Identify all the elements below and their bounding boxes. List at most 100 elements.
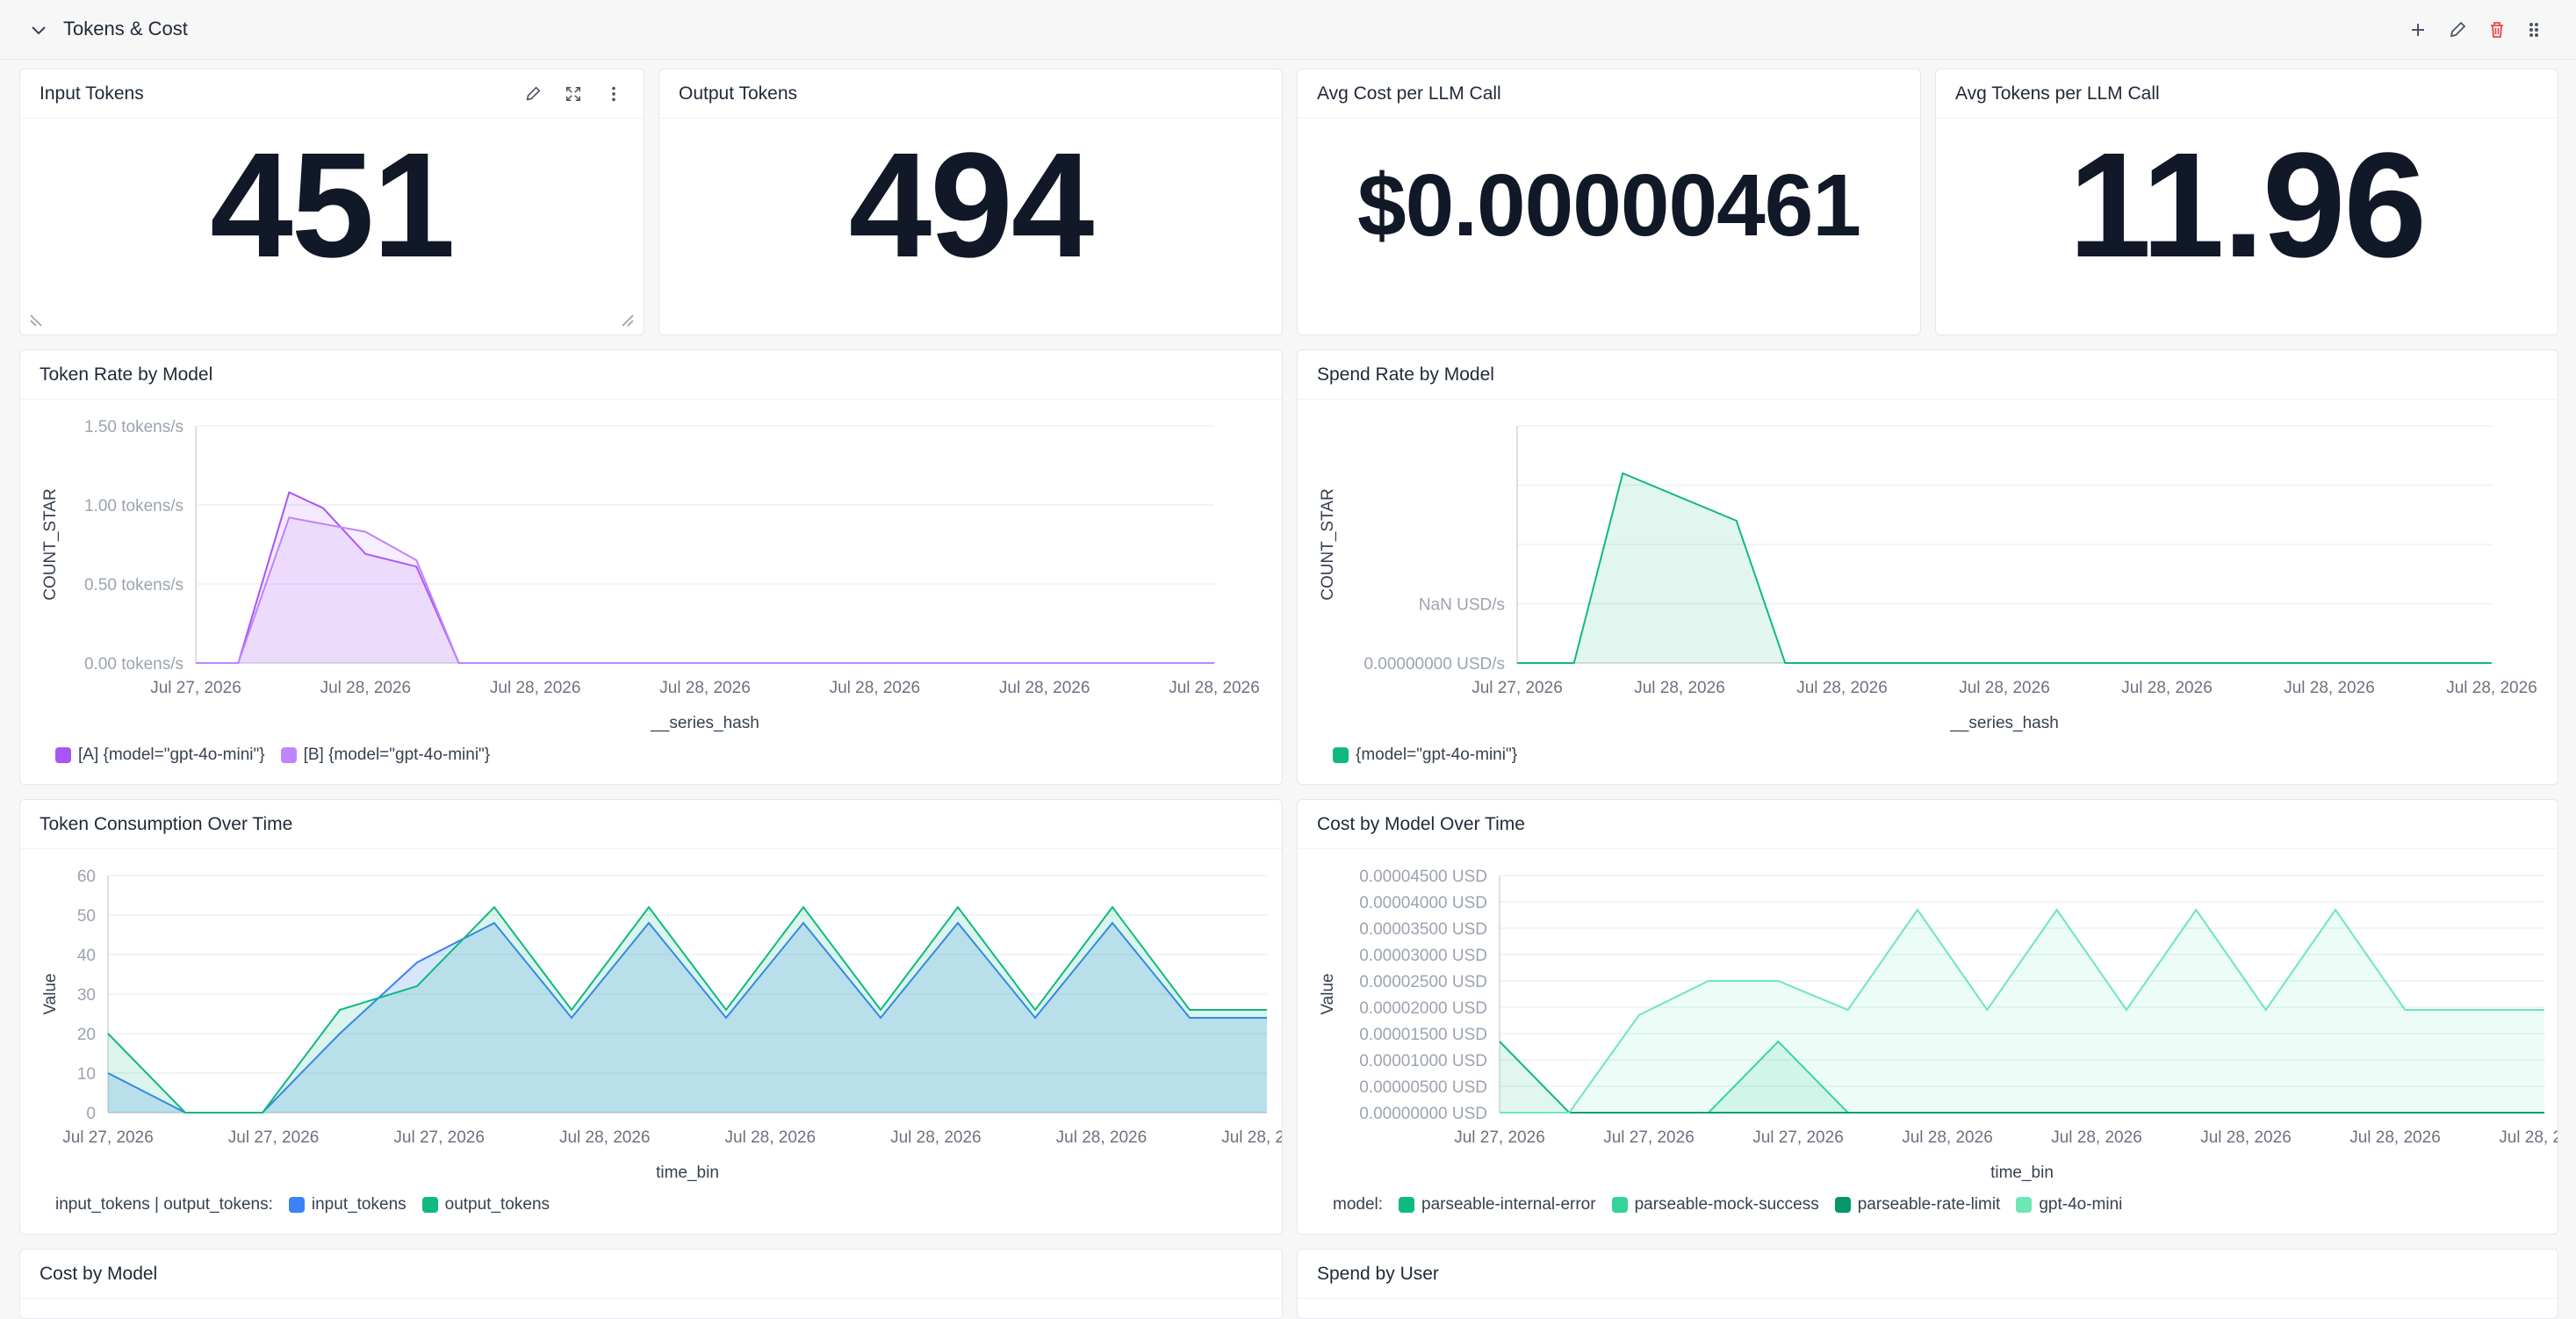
x-tick-label: Jul 28, 2026	[1056, 1128, 1148, 1147]
cost-by-model-chart: 0.00000000 USD 0.00000500 USD 0.00001000 U…	[1319, 868, 2558, 1182]
chart-card-cost-by-model[interactable]: Cost by Model	[19, 1249, 1283, 1319]
trash-icon[interactable]	[2485, 18, 2509, 42]
x-tick-label: Jul 28, 2026	[2121, 679, 2213, 697]
legend-item[interactable]: parseable-mock-success	[1611, 1195, 1819, 1214]
chart-card-token-consumption[interactable]: Token Consumption Over Time 0 10 20 30 40 50 6…	[19, 799, 1283, 1235]
chart-legend: input_tokens | output_tokens: input_token…	[55, 1195, 550, 1214]
y-axis-label: Value	[1319, 973, 1337, 1014]
y-tick-label: 0.00003500 USD	[1359, 920, 1487, 939]
y-tick-label: 0.50 tokens/s	[84, 576, 183, 595]
resize-handle-right-icon[interactable]	[617, 310, 635, 328]
series-line	[107, 921, 1267, 1114]
x-tick-label: Jul 28, 2026	[2499, 1128, 2558, 1147]
card-title: Output Tokens	[679, 83, 798, 104]
card-title: Token Rate by Model	[40, 364, 213, 385]
x-axis-label: __series_hash	[650, 714, 759, 732]
card-header: Spend Rate by Model	[1298, 350, 2558, 400]
x-tick-label: Jul 28, 2026	[1796, 679, 1888, 697]
y-tick-label: 0.00001000 USD	[1359, 1052, 1487, 1070]
legend-item[interactable]: input_tokens	[288, 1195, 407, 1214]
card-title: Token Consumption Over Time	[40, 814, 293, 834]
legend-swatch	[2016, 1197, 2033, 1213]
series-area	[108, 907, 1267, 1113]
legend-item[interactable]: [A] {model="gpt-4o-mini"}	[55, 746, 265, 765]
chart-legend: {model="gpt-4o-mini"}	[1333, 746, 1517, 765]
x-tick-label: Jul 27, 2026	[150, 679, 241, 697]
legend-swatch	[55, 747, 71, 763]
legend-item[interactable]: {model="gpt-4o-mini"}	[1333, 746, 1517, 765]
plus-icon[interactable]	[2406, 18, 2430, 42]
y-tick-label: 1.00 tokens/s	[84, 497, 183, 515]
chart-card-spend-rate[interactable]: Spend Rate by Model 0.00000000 USD/s NaN …	[1297, 350, 2558, 785]
series-area	[196, 517, 1214, 663]
chart-card-spend-by-user[interactable]: Spend by User	[1297, 1249, 2558, 1319]
stat-card-output-tokens[interactable]: Output Tokens 494	[658, 68, 1283, 335]
card-header: Output Tokens	[659, 69, 1282, 119]
x-tick-label: Jul 27, 2026	[62, 1128, 154, 1147]
x-tick-label: Jul 28, 2026	[1169, 679, 1260, 697]
y-tick-label: 0.00004000 USD	[1359, 894, 1487, 912]
pencil-icon[interactable]	[2445, 18, 2470, 42]
section-title: Tokens & Cost	[63, 18, 188, 40]
legend-item[interactable]: parseable-internal-error	[1399, 1195, 1596, 1214]
card-title: Cost by Model	[40, 1264, 158, 1284]
card-header: Spend by User	[1298, 1250, 2558, 1299]
legend-item[interactable]: gpt-4o-mini	[2016, 1195, 2122, 1214]
card-header: Avg Cost per LLM Call	[1298, 69, 1920, 119]
x-tick-label: Jul 27, 2026	[1454, 1128, 1545, 1147]
x-tick-label: Jul 28, 2026	[320, 679, 412, 697]
chart-card-cost-by-model-over-time[interactable]: Cost by Model Over Time 0.00000000 USD 0.…	[1297, 799, 2558, 1235]
legend-label: parseable-mock-success	[1634, 1195, 1819, 1214]
series-line	[107, 905, 1267, 1114]
legend-item[interactable]: parseable-rate-limit	[1834, 1195, 2000, 1214]
x-tick-label: Jul 28, 2026	[2200, 1128, 2292, 1147]
expand-icon[interactable]	[561, 82, 586, 106]
y-tick-label: 1.50 tokens/s	[84, 418, 183, 436]
more-vertical-icon[interactable]	[601, 82, 626, 106]
x-tick-label: Jul 28, 2026	[2284, 679, 2375, 697]
stat-card-avg-cost[interactable]: Avg Cost per LLM Call $0.00000461	[1297, 68, 1921, 335]
y-tick-label: 0.00000500 USD	[1359, 1078, 1487, 1097]
series-line	[1517, 472, 2492, 664]
x-tick-label: Jul 28, 2026	[559, 1128, 651, 1147]
x-tick-label: Jul 27, 2026	[393, 1128, 485, 1147]
series-area	[108, 923, 1267, 1113]
x-tick-label: Jul 28, 2026	[999, 679, 1090, 697]
chart-legend: model: parseable-internal-error parseable-…	[1333, 1195, 2122, 1214]
legend-swatch	[288, 1197, 305, 1213]
y-tick-label: 0.00002500 USD	[1359, 973, 1487, 991]
stat-value: 11.96	[2068, 122, 2427, 289]
drag-handle-icon[interactable]	[2522, 18, 2546, 42]
y-tick-label: NaN USD/s	[1419, 596, 1505, 615]
card-toolbar	[521, 82, 626, 106]
legend-item[interactable]: [B] {model="gpt-4o-mini"}	[280, 746, 491, 765]
y-tick-label: 30	[77, 986, 96, 1005]
legend-item[interactable]: output_tokens	[421, 1195, 550, 1214]
chart-card-token-rate[interactable]: Token Rate by Model 0.00 tokens/s 0.50 to…	[19, 350, 1283, 785]
card-header: Avg Tokens per LLM Call	[1936, 69, 2558, 119]
x-tick-label: Jul 28, 2026	[1902, 1128, 1993, 1147]
series-line	[1500, 908, 2544, 1114]
resize-handle-left-icon[interactable]	[29, 310, 47, 328]
y-tick-label: 0.00 tokens/s	[84, 655, 183, 674]
card-header: Input Tokens	[20, 69, 644, 119]
y-axis-label: COUNT_STAR	[1319, 488, 1337, 600]
chart-legend: [A] {model="gpt-4o-mini"} [B] {model="gpt…	[55, 746, 490, 765]
chevron-down-icon[interactable]	[28, 19, 49, 40]
y-tick-label: 50	[77, 907, 96, 926]
x-tick-label: Jul 28, 2026	[1221, 1128, 1282, 1147]
stat-card-avg-tokens[interactable]: Avg Tokens per LLM Call 11.96	[1935, 68, 2558, 335]
x-axis-label: __series_hash	[1949, 714, 2059, 732]
legend-label: {model="gpt-4o-mini"}	[1356, 746, 1518, 764]
card-title: Input Tokens	[40, 83, 144, 104]
token-rate-chart: 0.00 tokens/s 0.50 tokens/s 1.00 tokens/s 1…	[41, 418, 1260, 732]
card-title: Cost by Model Over Time	[1317, 814, 1525, 834]
legend-label: [B] {model="gpt-4o-mini"}	[303, 746, 491, 764]
stat-card-input-tokens[interactable]: Input Tokens 451	[19, 68, 644, 335]
y-tick-label: 0.00001500 USD	[1359, 1026, 1487, 1044]
legend-swatch	[1834, 1197, 1851, 1213]
pencil-icon[interactable]	[521, 82, 545, 106]
legend-label: output_tokens	[444, 1195, 550, 1214]
x-tick-label: Jul 28, 2026	[2051, 1128, 2142, 1147]
x-tick-label: Jul 28, 2026	[890, 1128, 982, 1147]
